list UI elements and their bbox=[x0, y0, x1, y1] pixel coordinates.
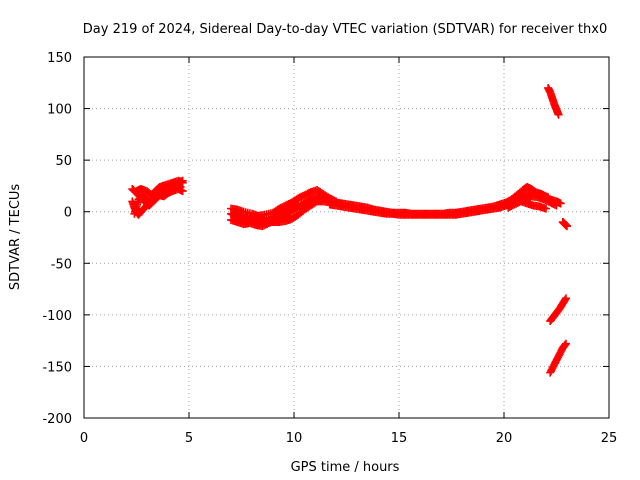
plot-frame bbox=[83, 56, 610, 419]
x-tick-label: 25 bbox=[601, 431, 618, 446]
chart-title: Day 219 of 2024, Sidereal Day-to-day VTE… bbox=[83, 22, 607, 37]
data-point bbox=[552, 201, 561, 210]
data-point bbox=[561, 339, 570, 348]
data-point bbox=[303, 200, 312, 209]
y-tick-label: -200 bbox=[42, 412, 72, 427]
data-points bbox=[128, 83, 571, 377]
axis-ticks: 0 5 10 15 20 25 -200 -150 -100 -50 0 50 100 150 bbox=[42, 51, 617, 446]
data-point bbox=[542, 204, 550, 213]
x-tick-label: 15 bbox=[391, 431, 408, 446]
data-point bbox=[556, 199, 565, 208]
y-tick-label: -150 bbox=[42, 360, 72, 375]
data-point bbox=[561, 294, 570, 303]
y-tick-label: 0 bbox=[64, 206, 72, 221]
y-axis-label: SDTVAR / TECUs bbox=[8, 184, 23, 291]
y-tick-label: -50 bbox=[51, 257, 72, 272]
data-point bbox=[544, 193, 553, 202]
x-tick-label: 20 bbox=[496, 431, 513, 446]
y-tick-label: 50 bbox=[55, 154, 72, 169]
x-axis-label: GPS time / hours bbox=[291, 460, 400, 475]
data-point bbox=[304, 199, 313, 208]
y-tick-label: -100 bbox=[42, 309, 72, 324]
x-tick-label: 5 bbox=[185, 431, 193, 446]
data-point bbox=[178, 178, 187, 187]
data-point bbox=[554, 110, 563, 119]
data-point bbox=[178, 187, 187, 196]
grid bbox=[84, 57, 609, 418]
x-tick-label: 0 bbox=[80, 431, 88, 446]
x-tick-label: 10 bbox=[286, 431, 303, 446]
y-tick-label: 100 bbox=[47, 103, 72, 118]
data-point bbox=[563, 222, 571, 231]
y-tick-label: 150 bbox=[47, 51, 72, 66]
